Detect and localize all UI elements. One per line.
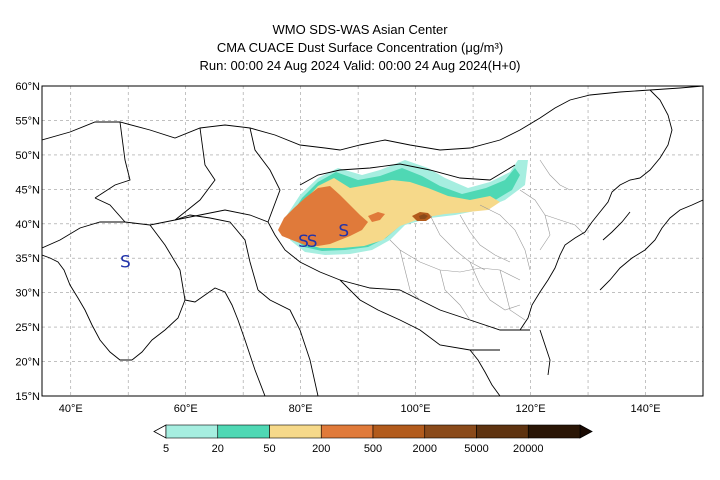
colorbar-arrow-left xyxy=(153,424,167,439)
lat-tick-label: 15°N xyxy=(15,391,40,403)
lon-tick-label: 60°E xyxy=(174,403,198,415)
lon-tick-label: 100°E xyxy=(401,403,431,415)
colorbar-label: 200 xyxy=(312,443,330,455)
colorbar-label: 20000 xyxy=(513,443,544,455)
latitude-labels: 15°N 20°N 25°N 30°N 35°N 40°N 45°N 50°N 55°N 60°N xyxy=(15,81,40,403)
colorbar: 5 20 50 200 500 2000 5000 20000 xyxy=(153,424,593,455)
province-borders xyxy=(389,159,586,321)
lon-tick-label: 80°E xyxy=(289,403,313,415)
lat-tick-label: 20°N xyxy=(15,357,40,369)
map-frame xyxy=(41,85,704,397)
colorbar-segment xyxy=(269,424,322,439)
dust-contour-2000 xyxy=(419,214,428,219)
lon-tick-label: 40°E xyxy=(59,403,83,415)
title-line-3: Run: 00:00 24 Aug 2024 Valid: 00:00 24 A… xyxy=(199,58,521,73)
lat-tick-label: 30°N xyxy=(15,288,40,300)
dust-storm-marker: S xyxy=(307,232,318,252)
colorbar-segment xyxy=(372,424,426,439)
colorbar-label: 500 xyxy=(364,443,382,455)
lat-tick-label: 45°N xyxy=(15,184,40,196)
lat-tick-label: 50°N xyxy=(15,150,40,162)
lat-tick-label: 55°N xyxy=(15,115,40,127)
dust-contour-200-east xyxy=(368,212,385,222)
colorbar-segment xyxy=(320,424,374,439)
lat-tick-label: 25°N xyxy=(15,322,40,334)
colorbar-label: 5000 xyxy=(464,443,488,455)
lat-tick-label: 35°N xyxy=(15,253,40,265)
dust-concentration-field xyxy=(278,160,528,255)
longitude-labels: 40°E 60°E 80°E 100°E 120°E 140°E xyxy=(59,403,661,415)
colorbar-label: 2000 xyxy=(413,443,437,455)
colorbar-segment xyxy=(476,424,529,439)
dust-storm-marker: S xyxy=(120,253,131,273)
colorbar-segment xyxy=(424,424,477,439)
colorbar-label: 50 xyxy=(263,443,275,455)
national-borders xyxy=(42,86,703,396)
title-line-1: WMO SDS-WAS Asian Center xyxy=(272,22,448,37)
lon-tick-label: 120°E xyxy=(516,403,546,415)
gridlines xyxy=(42,86,703,396)
dust-contour-200 xyxy=(278,186,368,246)
colorbar-arrow-right xyxy=(579,424,593,439)
colorbar-segment xyxy=(217,424,270,439)
dust-storm-marker: S xyxy=(298,232,309,252)
dust-storm-marker: S xyxy=(338,222,349,242)
colorbar-label: 20 xyxy=(212,443,224,455)
lat-tick-label: 60°N xyxy=(15,81,40,93)
colorbar-label: 5 xyxy=(163,443,169,455)
lat-tick-label: 40°N xyxy=(15,219,40,231)
lon-tick-label: 140°E xyxy=(630,403,660,415)
colorbar-segment xyxy=(165,424,219,439)
coastlines xyxy=(42,89,703,396)
title-line-2: CMA CUACE Dust Surface Concentration (μg… xyxy=(216,40,504,55)
colorbar-segment xyxy=(527,424,581,439)
